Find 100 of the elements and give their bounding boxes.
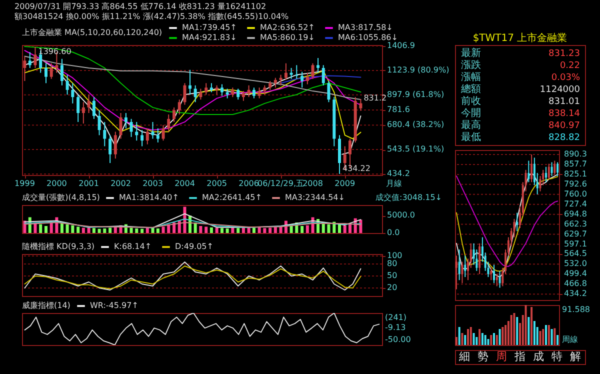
candlestick: [316, 58, 320, 74]
bar: [135, 228, 138, 233]
bar: [490, 335, 492, 345]
legend-label: MA2:2641.45↑: [202, 193, 262, 202]
y-tick-label: 857.7: [564, 159, 587, 168]
text: 漲幅: [461, 71, 481, 83]
candlestick: [300, 71, 304, 88]
line-series: [24, 46, 362, 115]
bar: [156, 228, 160, 233]
candlestick: [156, 128, 160, 143]
bar: [140, 228, 144, 233]
chart-subtitle: 2009/07/31 開793.33 高864.55 低776.14 收831.23 量16241102 額30481524 換0.00% 振11.21% 漲(42.47)5.38% 指數(645.55)10.04%: [14, 2, 290, 21]
text: 總額: [460, 83, 481, 95]
chart-title: 威廉指標(14): [22, 301, 70, 310]
x-tick-label: 2003: [142, 179, 163, 188]
candlestick: [284, 62, 288, 80]
x-tick-label: 2002: [110, 179, 131, 188]
text: 成: [533, 350, 544, 363]
bar: [327, 224, 330, 233]
candlestick: [124, 112, 128, 129]
candlestick: [496, 273, 498, 287]
candlestick: [28, 52, 32, 68]
bar: [481, 333, 484, 345]
bar: [545, 325, 547, 345]
y-tick-label: 499.4: [564, 269, 587, 278]
bar: [226, 228, 229, 233]
candlestick: [359, 98, 362, 112]
candlestick: [550, 162, 553, 177]
candlestick: [458, 248, 460, 281]
text: 831.01: [548, 97, 580, 107]
candlestick: [231, 87, 234, 98]
bar: [220, 228, 224, 233]
candlestick: [23, 56, 26, 82]
y-tick-label: 466.8: [564, 279, 587, 288]
candlestick: [545, 166, 547, 183]
candlestick: [108, 134, 112, 164]
legend-label: WR:-45.97↑: [90, 301, 138, 310]
y-tick-label: 1123.9 (80.9%): [387, 65, 450, 74]
bar: [247, 227, 250, 233]
candlestick: [103, 121, 106, 147]
y-tick-label: 434.2: [564, 289, 587, 298]
bar: [470, 327, 472, 345]
bar: [461, 333, 464, 345]
candlestick: [114, 131, 117, 160]
candlestick: [279, 74, 282, 86]
bar: [103, 228, 106, 233]
bar: [39, 224, 42, 233]
bar: [300, 226, 304, 233]
candlestick: [295, 64, 298, 80]
bar: [455, 337, 458, 345]
bar: [556, 335, 559, 345]
bar: [516, 317, 518, 345]
y-tick-label: 792.6: [564, 179, 587, 188]
bar: [343, 225, 346, 233]
y-tick-label: 629.7: [564, 229, 587, 238]
bar: [263, 228, 266, 233]
candlestick: [263, 84, 266, 96]
candlestick: [167, 114, 170, 132]
text: 今開: [461, 107, 481, 119]
candlestick: [242, 90, 245, 102]
candlestick: [60, 58, 64, 86]
candlestick: [119, 112, 122, 140]
candlestick: [311, 62, 314, 80]
bar: [306, 225, 309, 233]
text: 1124000: [540, 85, 580, 95]
chart-title: 上市金融業 MA(5,10,20,60,120,240): [22, 28, 162, 37]
y-tick-label: 694.8: [564, 209, 587, 218]
y-tick-label: 434.2: [387, 168, 410, 178]
y-tick-label: 1406.9: [387, 41, 415, 50]
bar: [231, 228, 234, 233]
y-tick-label: 897.9 (61.8%): [387, 90, 444, 99]
candlestick: [274, 77, 277, 88]
text: 細: [458, 350, 470, 363]
bar: [44, 226, 48, 233]
candlestick: [236, 88, 240, 100]
bar: [542, 329, 544, 345]
candlestick: [478, 242, 481, 274]
candlestick: [306, 72, 309, 85]
candlestick: [258, 87, 261, 99]
x-tick-label: 2005: [206, 179, 227, 188]
candlestick: [516, 212, 518, 232]
text: 解: [570, 350, 582, 363]
annotation: 434.22: [342, 164, 370, 173]
legend-label: MA2:636.52↑: [260, 23, 315, 32]
y-tick-label: 5000.0: [387, 210, 415, 220]
bar: [162, 226, 165, 233]
bar: [76, 226, 80, 233]
candlestick: [290, 67, 293, 80]
bar: [478, 329, 481, 345]
y-tick-label: 662.3: [564, 219, 587, 228]
legend-label: K:68.14↑: [114, 242, 152, 251]
candlestick: [71, 82, 74, 104]
bar: [82, 228, 85, 233]
line-series: [24, 56, 362, 100]
text: -50.00: [385, 335, 411, 344]
candlestick: [82, 102, 85, 124]
y-tick-label: 781.6: [387, 104, 410, 114]
bar: [215, 228, 218, 233]
candlestick: [146, 128, 149, 145]
y-tick-label: 597.1: [564, 239, 587, 248]
